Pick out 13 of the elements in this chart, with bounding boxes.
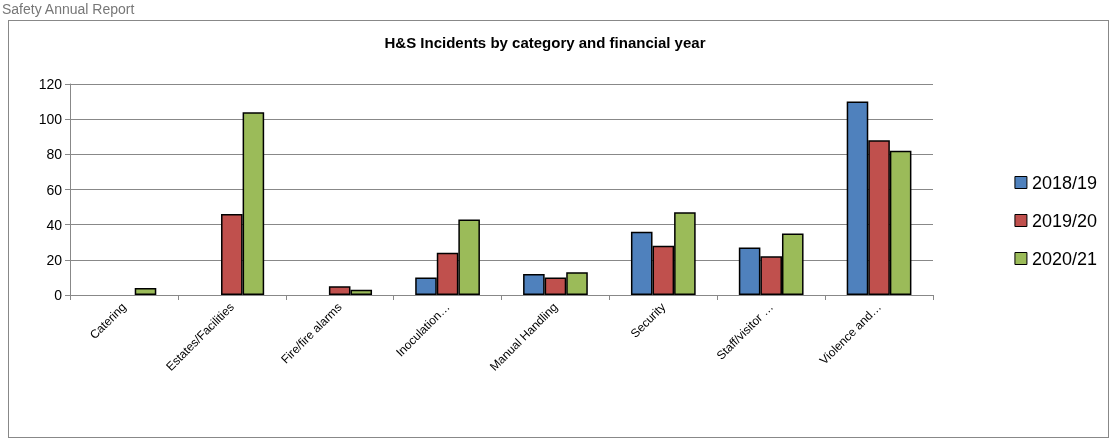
- legend-label: 2020/21: [1031, 248, 1098, 269]
- legend-label: 2019/20: [1031, 210, 1098, 231]
- y-tick-label: 100: [38, 111, 63, 128]
- y-tick-label: 60: [46, 181, 63, 198]
- y-tick-label: 20: [46, 251, 63, 268]
- y-tick-label: 120: [38, 76, 63, 92]
- legend-label: 2018/19: [1031, 172, 1098, 193]
- y-tick-label: 40: [46, 216, 63, 233]
- text: Safety Annual Report: [2, 1, 135, 17]
- y-tick-label: 80: [46, 146, 63, 163]
- chart-title: H&S Incidents by category and financial year: [384, 34, 706, 51]
- y-tick-label: 0: [54, 287, 63, 303]
- bar: [134, 287, 157, 295]
